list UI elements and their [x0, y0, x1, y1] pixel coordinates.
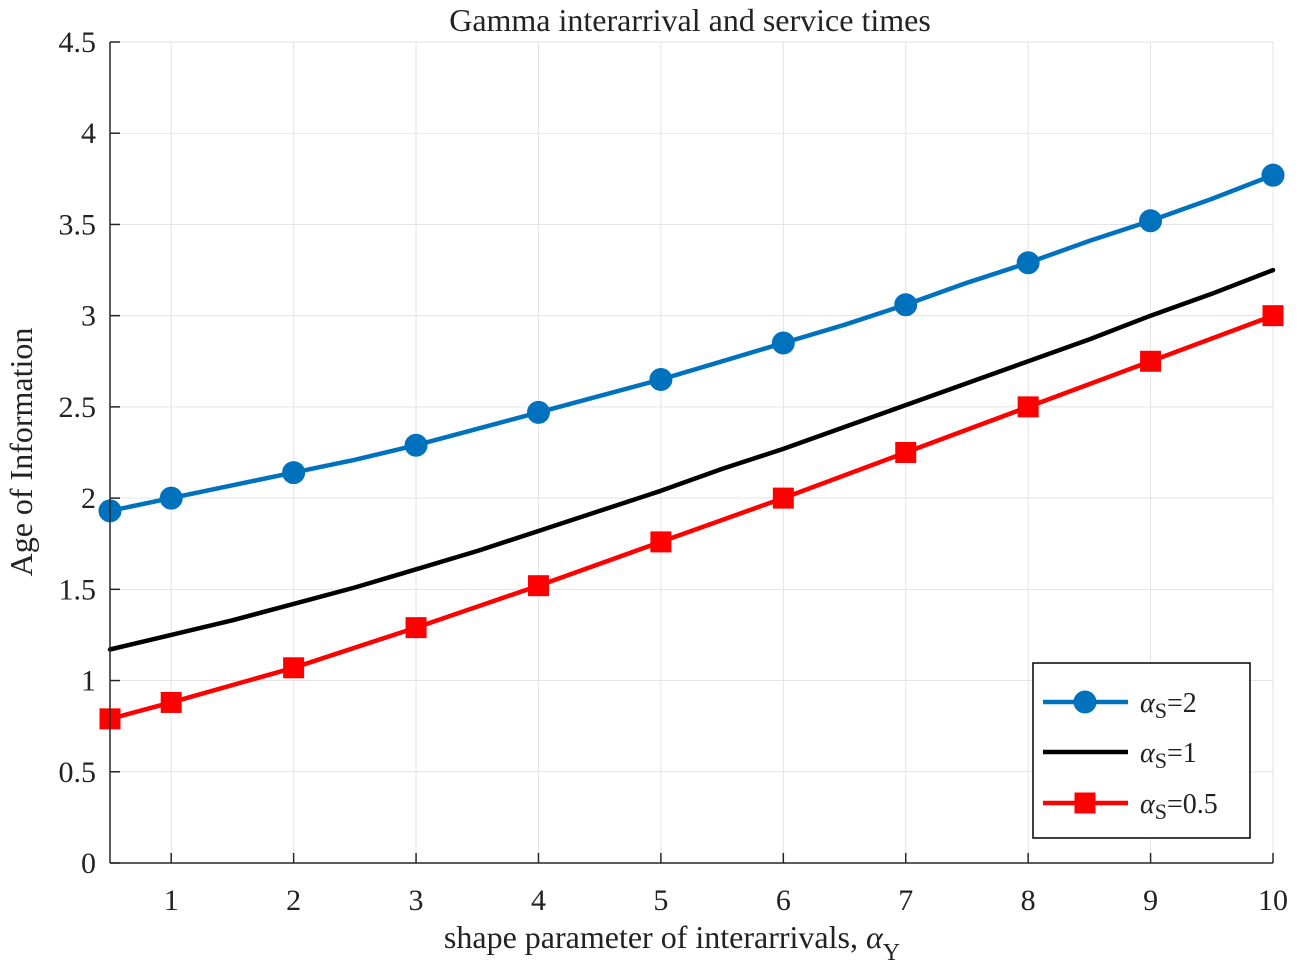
series-0: [98, 163, 1285, 523]
legend-item: αS=1: [1043, 738, 1197, 773]
y-tick-label: 0: [81, 847, 96, 880]
series-1: [107, 267, 1276, 652]
y-tick-label: 2: [81, 482, 96, 515]
legend-symbol: α: [1140, 738, 1156, 769]
legend-item: αS=2: [1043, 688, 1197, 723]
legend-label: αS=1: [1140, 738, 1197, 773]
data-point: [404, 433, 428, 457]
legend-item: αS=0.5: [1043, 789, 1218, 824]
x-tick-label: 9: [1143, 884, 1158, 917]
x-tick-label: 3: [409, 884, 424, 917]
chart-title: Gamma interarrival and service times: [449, 2, 931, 38]
y-tick-label: 0.5: [59, 756, 97, 789]
legend-symbol: α: [1140, 789, 1156, 820]
legend-name: =2: [1167, 688, 1197, 719]
legend-label: αS=2: [1140, 688, 1197, 723]
y-tick-label: 1.5: [59, 573, 97, 606]
legend-marker: [1074, 792, 1096, 814]
data-point: [772, 487, 794, 509]
legend-name: =1: [1167, 738, 1197, 769]
legend-subscript: S: [1155, 748, 1167, 773]
legend-subscript: S: [1155, 799, 1167, 824]
legend-label: αS=0.5: [1140, 789, 1218, 824]
x-axis-title-subscript: Y: [883, 940, 900, 966]
x-axis-title-text: shape parameter of interarrivals,: [444, 919, 866, 955]
x-tick-label: 7: [898, 884, 913, 917]
x-tick-label: 6: [776, 884, 791, 917]
series-layer: [98, 163, 1285, 730]
series-line: [107, 172, 1276, 514]
x-tick-label: 4: [531, 884, 546, 917]
ticks: 1 2 3 4 5 6 7 8 9 10 0 0.5 1 1.5 2 2.5 3 3.5 4 4.5: [59, 26, 1289, 917]
series-line: [107, 267, 1276, 652]
data-point: [1262, 305, 1284, 327]
x-tick-label: 1: [164, 884, 179, 917]
data-point: [283, 657, 305, 679]
y-tick-label: 2.5: [59, 391, 97, 424]
series-2: [99, 305, 1284, 730]
x-axis-title-symbol: α: [866, 919, 884, 955]
data-point: [894, 293, 918, 317]
axes: [109, 42, 1273, 864]
data-point: [527, 575, 549, 597]
legend-items: αS=2αS=1αS=0.5: [1043, 688, 1218, 824]
y-tick-label: 3: [81, 300, 96, 333]
data-point: [282, 461, 306, 485]
data-point: [159, 486, 183, 510]
legend-marker: [1073, 690, 1097, 714]
data-point: [160, 691, 182, 713]
y-tick-label: 1: [81, 665, 96, 698]
data-point: [1140, 350, 1162, 372]
data-point: [1139, 209, 1163, 233]
data-point: [526, 400, 550, 424]
data-point: [771, 331, 795, 355]
legend-subscript: S: [1155, 698, 1167, 723]
data-point: [1016, 251, 1040, 275]
y-tick-label: 3.5: [59, 208, 97, 241]
x-tick-label: 8: [1021, 884, 1036, 917]
data-point: [895, 442, 917, 463]
y-tick-label: 4.5: [59, 26, 97, 59]
x-tick-label: 2: [286, 884, 301, 917]
data-point: [405, 617, 427, 639]
data-point: [1261, 163, 1285, 187]
x-axis-title: shape parameter of interarrivals, αY: [444, 919, 900, 966]
legend: αS=2αS=1αS=0.5: [1032, 662, 1251, 839]
legend-name: =0.5: [1167, 789, 1218, 820]
data-point: [649, 368, 673, 392]
y-tick-label: 4: [81, 117, 96, 150]
legend-symbol: α: [1140, 688, 1156, 719]
x-tick-label: 5: [653, 884, 668, 917]
y-axis-title: Age of Information: [3, 328, 39, 577]
data-point: [650, 531, 672, 553]
x-tick-label: 10: [1258, 884, 1288, 917]
data-point: [1017, 396, 1039, 418]
